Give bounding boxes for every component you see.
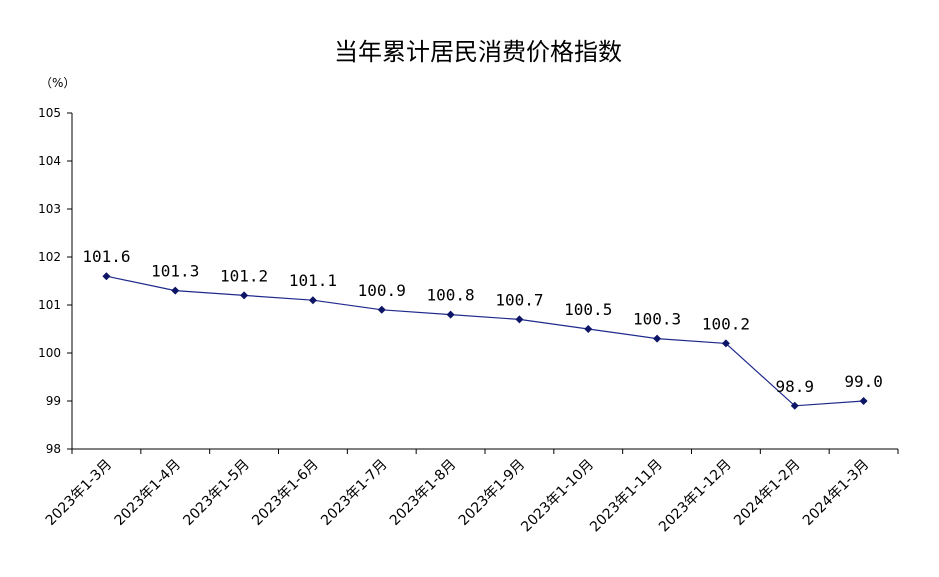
data-label: 100.5 [564, 300, 612, 319]
data-point [515, 315, 524, 324]
data-label: 101.3 [151, 262, 199, 281]
x-tick-label: 2023年1-5月 [180, 457, 252, 529]
x-axis-ticks: 2023年1-3月2023年1-4月2023年1-5月2023年1-6月2023… [43, 449, 899, 536]
y-tick-label: 103 [38, 202, 61, 216]
series-line [106, 275, 864, 407]
data-point [584, 325, 593, 333]
x-tick-label: 2023年1-9月 [456, 457, 528, 529]
data-label: 101.1 [289, 271, 337, 290]
chart-title: 当年累计居民消费价格指数 [334, 38, 622, 66]
data-label: 100.8 [426, 286, 474, 305]
data-point [308, 296, 317, 305]
data-label: 100.2 [702, 314, 750, 333]
data-point [653, 334, 662, 343]
data-point [790, 401, 799, 410]
data-label: 98.9 [775, 377, 814, 396]
data-label: 100.9 [358, 281, 406, 300]
y-tick-label: 102 [38, 250, 61, 264]
y-tick-label: 104 [38, 154, 61, 168]
data-labels: 101.6 101.3 101.2 101.1 100.9 100.8 100.7 100.5… [82, 247, 883, 396]
x-tick-label: 2023年1-10月 [518, 457, 597, 536]
data-point [377, 305, 386, 314]
data-label: 101.2 [220, 266, 268, 285]
x-tick-label: 2024年1-2月 [731, 457, 803, 529]
data-label: 101.6 [82, 247, 130, 266]
data-label: 100.7 [495, 290, 543, 309]
axes [71, 113, 898, 450]
x-tick-label: 2024年1-3月 [800, 457, 872, 529]
x-tick-label: 2023年1-3月 [43, 457, 115, 529]
series-layer [102, 272, 868, 410]
data-label: 99.0 [844, 372, 883, 391]
y-tick-label: 101 [38, 298, 61, 312]
y-tick-label: 100 [38, 346, 61, 360]
x-tick-label: 2023年1-11月 [587, 457, 666, 536]
y-tick-label: 105 [38, 106, 61, 120]
y-tick-label: 99 [46, 394, 61, 408]
data-point [171, 286, 180, 295]
y-tick-label: 98 [46, 442, 61, 456]
data-point [446, 310, 455, 319]
x-tick-label: 2023年1-6月 [249, 457, 321, 529]
x-tick-label: 2023年1-4月 [112, 457, 184, 529]
x-tick-label: 2023年1-12月 [656, 457, 735, 536]
data-point [102, 272, 111, 281]
x-tick-label: 2023年1-7月 [318, 457, 390, 529]
data-point [721, 339, 730, 348]
data-point [859, 397, 868, 405]
y-axis-ticks: 98 99 100 101 102 103 104 105 [38, 106, 72, 456]
data-label: 100.3 [633, 310, 681, 329]
data-point [240, 291, 249, 300]
y-axis-unit: （%） [40, 76, 75, 90]
x-tick-label: 2023年1-8月 [387, 457, 459, 529]
